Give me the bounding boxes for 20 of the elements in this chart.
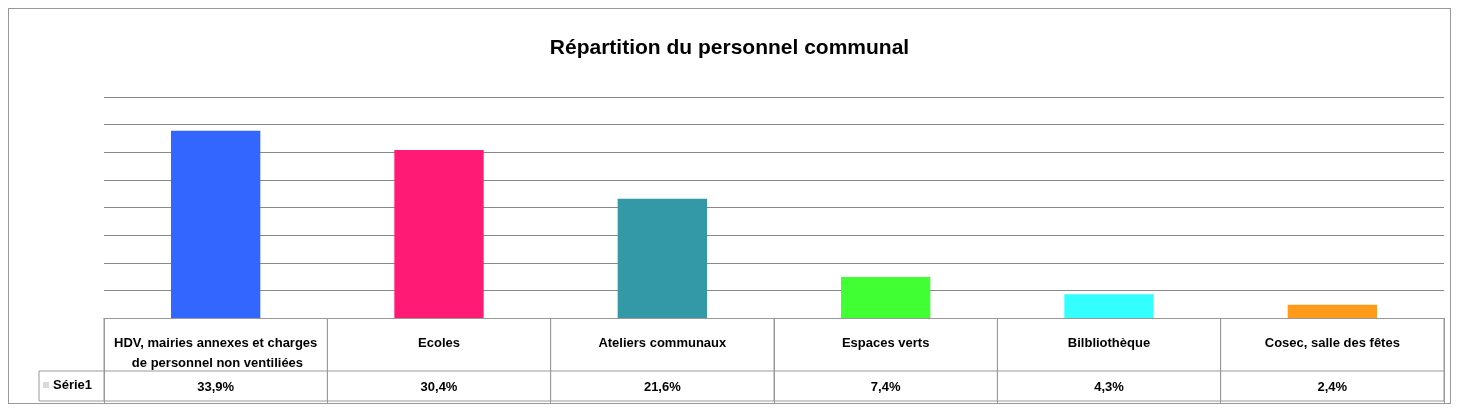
bar (617, 198, 707, 318)
x-tick-label: Ecoles (418, 334, 460, 350)
x-tick-label: Espaces verts (841, 334, 930, 350)
data-label: 7,4% (870, 378, 901, 394)
x-tick-label: Ateliers communaux (598, 334, 728, 350)
data-label: 30,4% (420, 378, 458, 394)
data-label: 21,6% (643, 378, 682, 394)
data-label: 4,3% (1094, 378, 1125, 394)
bar (1287, 304, 1377, 318)
bar (394, 150, 484, 318)
bar (841, 277, 931, 318)
bar (171, 130, 261, 318)
bar (1064, 294, 1154, 318)
x-tick-label: Cosec, salle des fêtes (1264, 334, 1400, 350)
x-tick-label: Bilbliothèque (1067, 334, 1151, 350)
chart-title: Répartition du personnel communal (549, 35, 910, 58)
data-label: 33,9% (197, 378, 235, 394)
data-label: 2,4% (1317, 378, 1348, 394)
text: Série1 (53, 377, 93, 392)
x-tick-label: HDV, mairies annexes et charges de personnel non ventiliées (114, 334, 318, 370)
